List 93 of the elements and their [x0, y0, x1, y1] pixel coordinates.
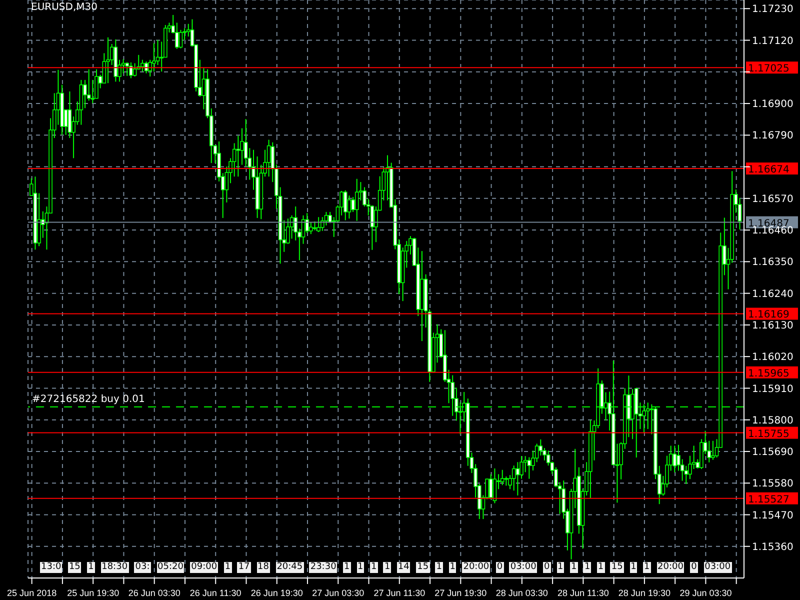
y-tick-label: 1.16900 [752, 99, 794, 110]
y-tick-label: 1.16130 [752, 320, 794, 332]
annotation: 05:20 [156, 562, 184, 573]
annotation: 20:00 [656, 562, 684, 573]
candlestick [106, 36, 110, 84]
ref-line-label: 1.16169 [748, 310, 790, 321]
annotation: 17 [237, 562, 251, 573]
candlestick [504, 476, 508, 486]
y-tick-label: 1.16570 [752, 194, 794, 205]
candlestick [152, 42, 156, 72]
annotation: 03:00 [509, 562, 538, 573]
annotation: 13:0 [40, 562, 62, 573]
y-tick-label: 1.16020 [752, 352, 794, 364]
y-tick-label: 1.16790 [752, 130, 794, 142]
x-tick-label: 27 Jun 11:30 [374, 588, 426, 598]
x-tick-label: 28 Jun 03:30 [496, 588, 548, 598]
annotation: 1 [596, 562, 605, 573]
candlestick [140, 59, 144, 72]
x-tick-label: 27 Jun 03:30 [312, 588, 364, 598]
annotation: 1 [435, 562, 444, 573]
annotation: 03: [134, 562, 151, 573]
annotation: 0 [690, 562, 698, 573]
candlestick [37, 192, 41, 247]
candlestick [347, 195, 352, 220]
annotation: 1 [643, 562, 651, 573]
candlestick [527, 456, 532, 480]
candlestick [94, 68, 98, 99]
candlestick [129, 62, 133, 79]
y-tick-label: 1.17120 [752, 36, 794, 47]
x-tick-label: 25 Jun 19:30 [67, 588, 120, 598]
y-tick-label: 1.15580 [752, 478, 794, 490]
y-tick-label: 1.15800 [752, 415, 794, 426]
annotation: 20:00 [462, 562, 490, 573]
annotation: 09:00 [190, 562, 218, 573]
x-tick-label: 28 Jun 19:30 [618, 588, 670, 598]
candlestick [516, 462, 520, 496]
annotation: 18 [256, 562, 270, 573]
x-tick-label: 26 Jun 11:30 [190, 588, 242, 598]
annotation: 1 [583, 562, 592, 573]
ref-line-label: 1.15755 [748, 428, 790, 440]
annotation: 1 [630, 562, 638, 573]
annotation: 0 [543, 562, 551, 573]
annotation: 1 [448, 562, 456, 573]
annotation: 1 [383, 562, 392, 573]
annotation: 15 [416, 562, 430, 573]
chart-title: EURUSD,M30 [31, 2, 98, 13]
ref-line-label: 1.17025 [748, 64, 790, 75]
annotation: 03:00 [704, 562, 732, 573]
candlestick [711, 440, 715, 460]
candlestick [125, 62, 130, 76]
annotation: 20:45 [276, 562, 304, 573]
y-tick-label: 1.15360 [752, 542, 794, 553]
annotation: 15 [68, 562, 82, 573]
annotation: 0 [496, 562, 504, 573]
candlestick [354, 178, 359, 222]
candlestick [488, 474, 493, 500]
candlestick [178, 29, 183, 49]
annotation: 1 [356, 562, 364, 573]
ref-line-label: 1.16674 [748, 164, 790, 176]
annotation: 15 [610, 562, 624, 573]
y-tick-label: 1.15690 [752, 447, 794, 458]
annotation: 1 [570, 562, 578, 573]
y-tick-label: 1.17230 [752, 4, 794, 16]
y-tick-label: 1.15910 [752, 384, 794, 395]
annotation: 1 [87, 562, 95, 573]
annotation: 14 [396, 562, 410, 573]
x-tick-label: 26 Jun 03:30 [128, 588, 180, 598]
candlestick [512, 465, 516, 492]
annotation: 1 [343, 562, 351, 573]
ref-line-label: 1.15965 [748, 368, 790, 380]
candlestick [236, 135, 240, 178]
annotation: 1 [224, 562, 232, 573]
candlestick [132, 62, 137, 77]
x-tick-label: 29 Jun 03:30 [680, 588, 732, 598]
candlestick [672, 445, 677, 473]
annotation: 1 [370, 562, 378, 573]
ref-line-label: 1.15527 [748, 494, 790, 506]
x-tick-label: 25 Jun 2018 [7, 588, 57, 598]
candlestick [309, 222, 313, 235]
ref-line-label: #272165822 buy 0.01 [32, 394, 145, 405]
annotation: 18:30 [100, 562, 129, 573]
x-tick-label: 27 Jun 19:30 [434, 588, 487, 598]
y-tick-label: 1.16350 [752, 257, 794, 268]
y-tick-label: 1.16240 [752, 288, 794, 300]
annotation: 1 [556, 562, 564, 573]
y-tick-label: 1.15470 [752, 510, 794, 522]
candlestick [343, 190, 348, 221]
annotation: 23:30 [309, 562, 338, 573]
x-tick-label: 28 Jun 11:30 [557, 588, 609, 598]
candlestick [500, 469, 504, 486]
candlestick [316, 216, 320, 233]
x-tick-label: 26 Jun 19:30 [250, 588, 303, 598]
candlestick [305, 212, 309, 234]
